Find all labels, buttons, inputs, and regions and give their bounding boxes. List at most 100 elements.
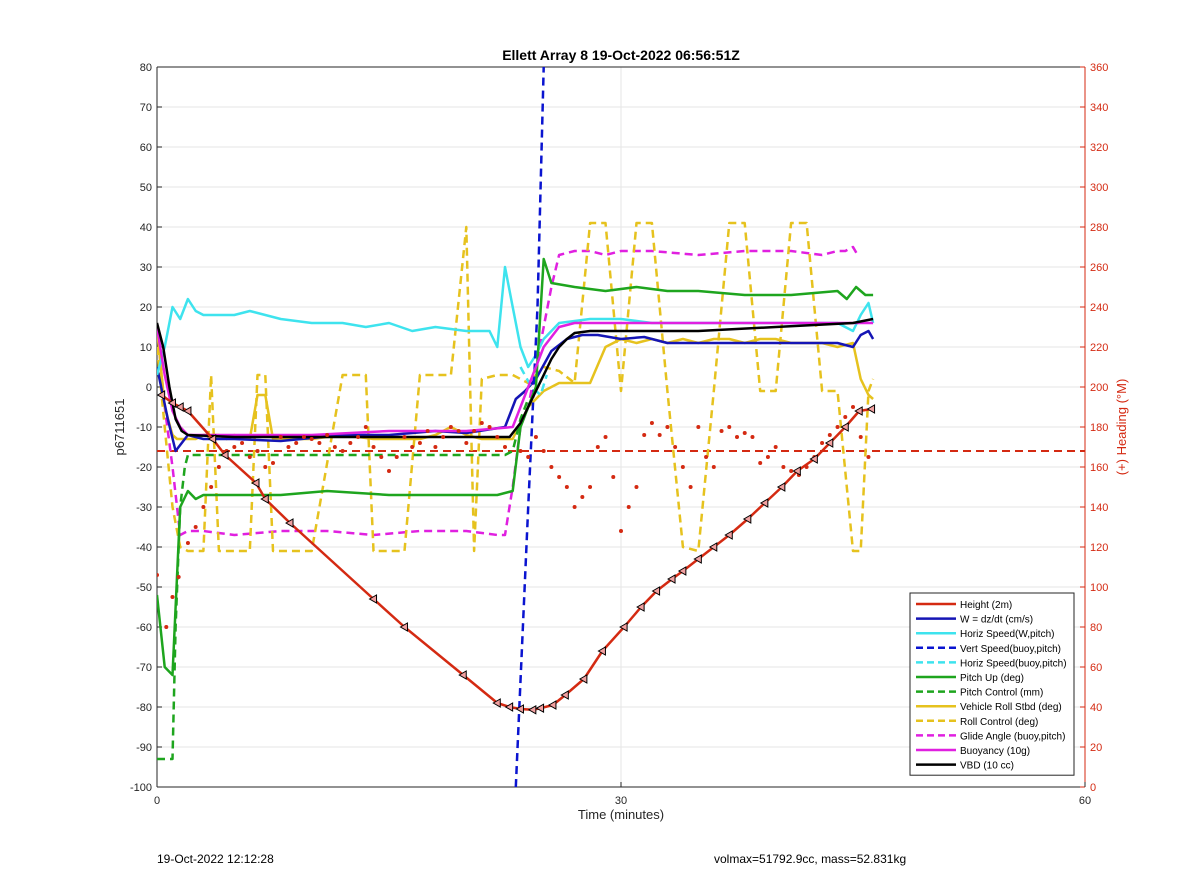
- heading-point: [301, 435, 306, 439]
- legend-label: VBD (10 cc): [960, 761, 1014, 772]
- y-right-tick-label: 300: [1090, 182, 1108, 194]
- heading-point: [781, 465, 786, 469]
- heading-point: [503, 445, 507, 449]
- heading-point: [742, 431, 747, 435]
- heading-point: [185, 541, 190, 545]
- height-marker: [742, 514, 752, 524]
- plot-lines: [157, 67, 1085, 787]
- heading-point: [240, 441, 245, 445]
- height-marker: [220, 450, 229, 460]
- heading-point: [317, 441, 322, 445]
- y-tick-label: 0: [146, 382, 152, 394]
- y-right-tick-label: 180: [1090, 422, 1108, 434]
- heading-point: [464, 441, 469, 445]
- height-marker: [840, 422, 849, 432]
- height-marker: [368, 594, 378, 604]
- heading-point: [564, 485, 569, 489]
- height-marker: [759, 498, 769, 508]
- legend-label: Height (2m): [960, 600, 1012, 611]
- height-marker: [560, 690, 569, 700]
- height-marker: [535, 703, 545, 714]
- heading-point: [526, 455, 531, 459]
- y-right-tick-label: 140: [1090, 502, 1108, 514]
- heading-point: [858, 435, 863, 439]
- height-marker: [399, 622, 408, 632]
- heading-point: [263, 465, 268, 469]
- y-tick-label: -20: [136, 462, 152, 474]
- heading-point: [340, 449, 345, 453]
- height-marker: [597, 646, 606, 656]
- height-marker: [854, 406, 863, 416]
- heading-point: [209, 485, 214, 489]
- heading-point: [356, 435, 361, 439]
- y-tick-label: -100: [130, 782, 152, 794]
- height-marker: [285, 518, 294, 528]
- heading-point: [410, 445, 415, 449]
- legend-label: Glide Angle (buoy,pitch): [960, 731, 1065, 742]
- heading-point: [433, 445, 438, 449]
- y-right-tick-label: 220: [1090, 342, 1108, 354]
- height-marker: [667, 574, 676, 584]
- height-marker: [824, 438, 834, 448]
- y-tick-label: -90: [136, 742, 152, 754]
- legend-label: Pitch Up (deg): [960, 673, 1024, 684]
- heading-point: [557, 475, 562, 479]
- legend-label: Vehicle Roll Stbd (deg): [960, 702, 1062, 713]
- heading-point: [673, 445, 678, 449]
- legend-box: [909, 592, 1075, 776]
- heading-point: [642, 433, 647, 437]
- y-tick-label: -60: [136, 622, 152, 634]
- heading-points: [157, 405, 871, 629]
- footer-volmax-mass: volmax=51792.9cc, mass=52.831kg: [714, 852, 907, 866]
- series-line-11: [157, 317, 874, 439]
- y-tick-label: 40: [140, 222, 152, 234]
- series-line-3: [514, 67, 545, 787]
- legend-label: Vert Speed(buoy,pitch): [960, 644, 1061, 655]
- heading-point: [595, 445, 600, 449]
- heading-point: [164, 625, 169, 629]
- heading-point: [820, 441, 825, 445]
- height-marker: [809, 454, 818, 464]
- heading-point: [271, 461, 275, 465]
- heading-point: [425, 429, 430, 433]
- y-tick-label: -40: [136, 542, 152, 554]
- height-marker: [260, 494, 269, 504]
- series-line-10: [157, 321, 874, 437]
- height-marker: [724, 530, 733, 540]
- height-marker: [504, 702, 514, 712]
- heading-point: [804, 465, 809, 469]
- heading-point: [680, 465, 685, 469]
- y-tick-label: -80: [136, 702, 152, 714]
- height-markers: [157, 390, 876, 715]
- heading-point: [216, 465, 221, 469]
- y-right-tick-label: 240: [1090, 302, 1108, 314]
- height-marker: [651, 586, 661, 596]
- chart-title: Ellett Array 8 19-Oct-2022 06:56:51Z: [502, 47, 740, 63]
- heading-point: [580, 495, 585, 499]
- heading-point: [688, 485, 693, 489]
- y-right-tick-label: 40: [1090, 702, 1102, 714]
- y-right-tick-label: 320: [1090, 142, 1108, 154]
- heading-point: [472, 429, 477, 433]
- heading-point: [634, 485, 639, 489]
- heading-point: [309, 437, 314, 441]
- y-tick-label: -30: [136, 502, 152, 514]
- heading-point: [657, 433, 662, 437]
- series-line-1: [157, 329, 875, 453]
- heading-point: [232, 445, 237, 449]
- y-right-tick-label: 200: [1090, 382, 1108, 394]
- heading-point: [348, 441, 353, 445]
- heading-point: [495, 435, 500, 439]
- legend-label: W = dz/dt (cm/s): [960, 615, 1033, 626]
- heading-point: [363, 425, 368, 429]
- heading-point: [387, 469, 391, 473]
- heading-point: [247, 455, 252, 459]
- y-right-tick-label: 60: [1090, 662, 1102, 674]
- heading-point: [255, 449, 260, 453]
- heading-point: [379, 455, 384, 459]
- heading-point: [603, 435, 608, 439]
- legend-label: Roll Control (deg): [960, 717, 1038, 728]
- y-axis-label: p6711651: [112, 399, 127, 456]
- legend-label: Buoyancy (10g): [960, 746, 1030, 757]
